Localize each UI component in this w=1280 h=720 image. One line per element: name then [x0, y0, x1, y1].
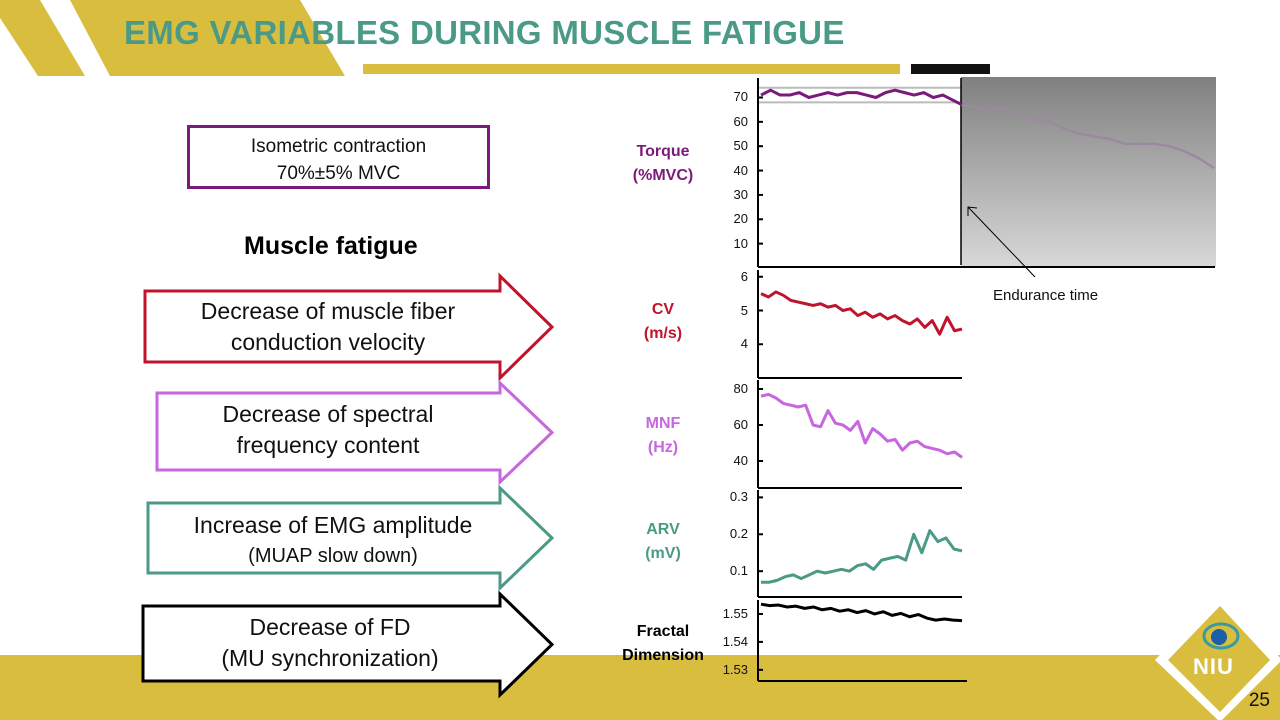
y-axis-label-line: Fractal [636, 623, 690, 640]
arrow-text-arv: Increase of EMG amplitude (MUAP slow dow… [153, 510, 513, 572]
y-axis-label-line: MNF [645, 415, 681, 432]
annotation-arrow [967, 206, 1036, 278]
tick-label: 4 [740, 336, 748, 352]
y-axis-label-line: (m/s) [643, 325, 683, 342]
y-axis-label-line: Torque [636, 143, 690, 160]
logo-ring-icon [1202, 622, 1240, 650]
arrow-line2: (MUAP slow down) [248, 545, 418, 567]
arrow-text-cv: Decrease of muscle fiber conduction velo… [148, 296, 508, 358]
title-underline [363, 64, 900, 74]
tick-label: 0.3 [729, 489, 748, 505]
arrow-line1: Decrease of FD [249, 614, 411, 640]
series-line [761, 529, 963, 584]
tick-label: 30 [733, 186, 748, 202]
arrow-text-mnf: Decrease of spectral frequency content [148, 399, 508, 461]
tick-label: 40 [733, 162, 748, 178]
page-number: 25 [1248, 690, 1270, 711]
series-line [760, 602, 963, 623]
y-axis-label: MNF (Hz) [608, 412, 718, 460]
title-decoration [70, 0, 345, 76]
arrow-line2: frequency content [236, 432, 420, 458]
arrow-shape [143, 272, 555, 382]
arrow-line2: (MU synchronization) [221, 645, 439, 671]
arrow-line2: conduction velocity [230, 329, 426, 355]
y-axis-label-line: (mV) [645, 545, 681, 562]
corner-decoration [0, 0, 85, 76]
tick-label: 70 [733, 89, 748, 105]
y-axis-label: CV (m/s) [608, 298, 718, 346]
tick-label: 6 [740, 268, 748, 284]
y-axis-label-line: ARV [646, 521, 680, 538]
y-axis-label-line: (%MVC) [632, 167, 694, 184]
arrow-line1: Decrease of spectral [222, 401, 434, 427]
arrow-text-fd: Decrease of FD (MU synchronization) [150, 612, 510, 674]
arrow-shape [141, 590, 555, 699]
slide-title: EMG VARIABLES DURING MUSCLE FATIGUE [124, 14, 845, 51]
tick-label: 50 [733, 138, 748, 154]
logo-text: NIU [1193, 654, 1234, 679]
tick-label: 0.1 [729, 563, 748, 579]
tick-label: 60 [733, 417, 748, 432]
arrow-line1: Decrease of muscle fiber [200, 298, 456, 324]
tick-label: 0.2 [729, 526, 748, 542]
contraction-line2: 70%±5% MVC [276, 163, 401, 184]
y-axis-label-line: Dimension [622, 647, 704, 664]
y-axis-label: Fractal Dimension [608, 620, 718, 668]
tick-label: 1.54 [722, 633, 748, 649]
torque-line-after [960, 103, 1215, 170]
tick-label: 1.53 [722, 661, 748, 677]
plot-fractal [757, 600, 967, 682]
plot-mnf [757, 380, 963, 489]
contraction-box: Isometric contraction 70%±5% MVC [187, 125, 490, 189]
series-line [760, 290, 963, 336]
annotation-arrowhead-icon [967, 206, 978, 216]
muscle-fatigue-heading: Muscle fatigue [244, 232, 418, 260]
arrow-line1: Increase of EMG amplitude [193, 512, 473, 538]
plot-arv [757, 490, 963, 598]
series-line [760, 88, 963, 107]
tick-label: 5 [740, 302, 748, 318]
series-line [760, 392, 963, 459]
arrow-shape [146, 484, 555, 592]
logo-emblem-icon [1211, 629, 1227, 645]
arrow-shape [155, 379, 555, 486]
logo-diamond [1168, 606, 1270, 712]
tick-label: 80 [733, 381, 748, 396]
y-axis-label-line: CV [651, 301, 675, 318]
title-underline-dark [911, 64, 990, 74]
tick-label: 20 [733, 211, 748, 227]
y-axis-label: ARV (mV) [608, 518, 718, 566]
tick-label: 60 [733, 113, 748, 129]
tick-label: 40 [733, 453, 748, 468]
tick-label: 10 [733, 235, 748, 251]
y-axis-label-line: (Hz) [647, 439, 679, 456]
tick-label: 1.55 [722, 605, 748, 621]
plot-torque [757, 77, 1216, 278]
plot-cv [757, 270, 963, 379]
contraction-line1: Isometric contraction [250, 136, 427, 157]
endurance-time-label: Endurance time [993, 287, 1099, 304]
post-endurance-region [961, 77, 1216, 267]
y-axis-label: Torque (%MVC) [608, 140, 718, 188]
